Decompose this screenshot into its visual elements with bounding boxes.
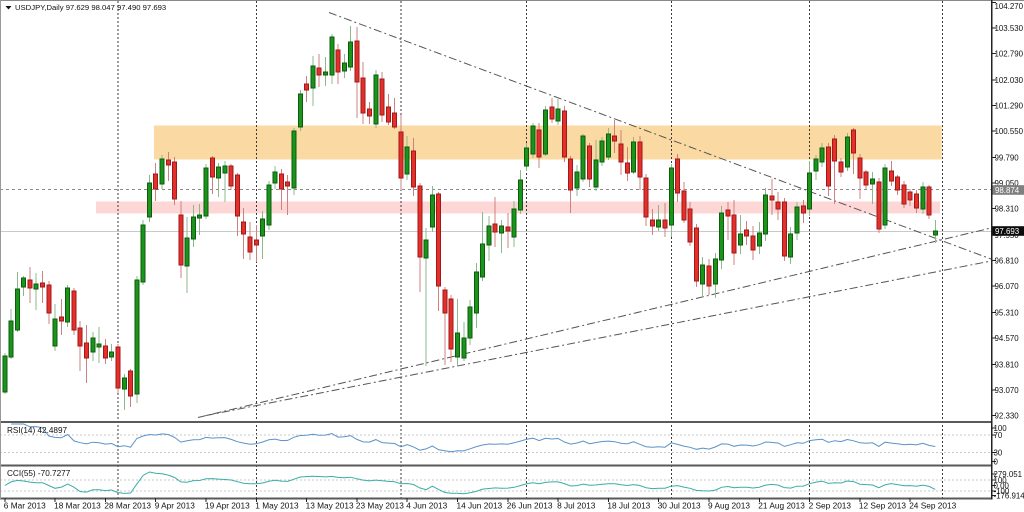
svg-text:99.790: 99.790: [995, 154, 1020, 163]
svg-text:14 Jun 2013: 14 Jun 2013: [457, 501, 503, 511]
svg-text:100: 100: [994, 476, 1008, 485]
svg-text:102.030: 102.030: [995, 76, 1024, 85]
svg-text:1 May 2013: 1 May 2013: [255, 501, 299, 511]
svg-text:19 Apr 2013: 19 Apr 2013: [205, 501, 250, 511]
svg-text:98.874: 98.874: [995, 186, 1020, 195]
svg-text:92.330: 92.330: [995, 412, 1020, 421]
svg-text:23 May 2013: 23 May 2013: [356, 501, 404, 511]
svg-text:0.00: 0.00: [994, 482, 1010, 491]
svg-text:4 Jun 2013: 4 Jun 2013: [406, 501, 447, 511]
svg-text:13 May 2013: 13 May 2013: [306, 501, 354, 511]
svg-text:99.050: 99.050: [995, 179, 1020, 188]
svg-text:USDJPY,Daily 97.629 98.047 97: USDJPY,Daily 97.629 98.047 97.490 97.693: [15, 3, 166, 12]
svg-text:30 Jul 2013: 30 Jul 2013: [658, 501, 701, 511]
svg-text:-176.914: -176.914: [994, 491, 1024, 500]
svg-text:CCI(55) -70.7277: CCI(55) -70.7277: [7, 469, 71, 478]
svg-text:95.310: 95.310: [995, 309, 1020, 318]
svg-text:18 Mar 2013: 18 Mar 2013: [54, 501, 101, 511]
svg-text:98.310: 98.310: [995, 205, 1020, 214]
svg-text:103.530: 103.530: [995, 24, 1024, 33]
svg-text:70: 70: [994, 431, 1003, 440]
svg-text:21 Aug 2013: 21 Aug 2013: [758, 501, 805, 511]
svg-text:279.051: 279.051: [994, 470, 1023, 479]
svg-text:104.270: 104.270: [995, 2, 1024, 11]
svg-text:94.570: 94.570: [995, 334, 1020, 343]
svg-text:93.810: 93.810: [995, 360, 1020, 369]
svg-text:28 Mar 2013: 28 Mar 2013: [104, 501, 151, 511]
svg-text:100: 100: [994, 424, 1008, 433]
svg-text:30: 30: [994, 449, 1003, 458]
svg-text:2 Sep 2013: 2 Sep 2013: [809, 501, 852, 511]
svg-text:93.070: 93.070: [995, 386, 1020, 395]
svg-text:6 Mar 2013: 6 Mar 2013: [4, 501, 46, 511]
svg-text:24 Sep 2013: 24 Sep 2013: [909, 501, 956, 511]
svg-text:96.810: 96.810: [995, 257, 1020, 266]
svg-text:102.790: 102.790: [995, 50, 1024, 59]
svg-text:9 Aug 2013: 9 Aug 2013: [708, 501, 750, 511]
svg-text:9 Apr 2013: 9 Apr 2013: [155, 501, 196, 511]
svg-text:18 Jul 2013: 18 Jul 2013: [607, 501, 650, 511]
svg-text:26 Jun 2013: 26 Jun 2013: [507, 501, 553, 511]
svg-text:-100: -100: [994, 487, 1010, 496]
svg-text:96.070: 96.070: [995, 282, 1020, 291]
svg-text:101.290: 101.290: [995, 102, 1024, 111]
svg-text:RSI(14) 42.4897: RSI(14) 42.4897: [7, 426, 68, 435]
svg-text:100.550: 100.550: [995, 127, 1024, 136]
svg-text:12 Sep 2013: 12 Sep 2013: [859, 501, 906, 511]
svg-text:0: 0: [994, 458, 999, 467]
svg-text:97.693: 97.693: [995, 227, 1020, 236]
svg-text:8 Jul 2013: 8 Jul 2013: [557, 501, 596, 511]
